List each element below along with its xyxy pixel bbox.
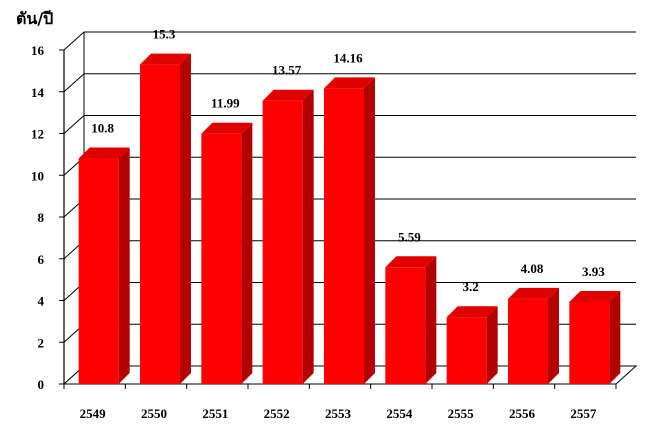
bar-top <box>385 256 437 268</box>
bar <box>324 77 375 384</box>
bar-side <box>425 256 437 384</box>
bar-top <box>78 147 130 159</box>
bar-side <box>118 147 130 384</box>
gridline-side <box>63 73 85 93</box>
bar-layer <box>78 53 621 385</box>
y-tick-label: 12 <box>31 127 44 142</box>
x-tick-label: 2551 <box>202 406 228 421</box>
gridline-side <box>63 115 85 134</box>
bar <box>569 290 621 384</box>
bar-side <box>486 306 498 384</box>
bar <box>385 256 437 384</box>
x-tick-label: 2550 <box>141 406 167 421</box>
y-tick-label: 6 <box>38 252 45 267</box>
label-layer: 0 2 4 6 8 10 12 14 16 10.8 2549 15.3 2550 11.99 2551 13… <box>31 27 605 421</box>
bar-top <box>140 53 191 65</box>
bar <box>78 147 130 384</box>
bar-top <box>508 287 559 299</box>
bar <box>262 89 314 384</box>
y-tick-label: 8 <box>38 210 45 225</box>
bar-front <box>324 88 364 384</box>
bar-side <box>364 77 375 384</box>
data-label: 3.2 <box>463 279 479 294</box>
bar-side <box>302 89 314 384</box>
data-label: 4.08 <box>521 261 544 276</box>
data-label: 5.59 <box>398 229 421 244</box>
bar-front <box>569 301 610 384</box>
bar <box>446 306 498 384</box>
bar-top <box>446 306 498 318</box>
bar <box>140 53 191 385</box>
data-label: 3.93 <box>582 264 605 279</box>
data-label: 10.8 <box>91 121 114 136</box>
bar-front <box>201 133 242 384</box>
x-tick-label: 2553 <box>325 406 352 421</box>
x-tick-label: 2554 <box>386 406 413 421</box>
y-tick-label: 14 <box>31 85 45 100</box>
x-tick-label: 2549 <box>80 406 107 421</box>
bar-front <box>140 64 180 385</box>
bar-front <box>508 298 548 384</box>
bar-top <box>569 290 621 302</box>
y-tick-label: 16 <box>31 43 45 58</box>
data-label: 13.57 <box>272 63 302 78</box>
bar <box>201 122 253 385</box>
x-tick-label: 2557 <box>570 406 597 421</box>
x-tick-label: 2555 <box>448 406 475 421</box>
bar-front <box>446 317 487 384</box>
y-tick-label: 2 <box>38 335 45 350</box>
bar-top <box>262 89 314 101</box>
bar-front <box>78 158 119 384</box>
bar-side <box>180 53 191 385</box>
data-label: 15.3 <box>153 27 176 42</box>
bar-side <box>548 287 559 384</box>
bar-front <box>262 100 303 384</box>
bar-top <box>324 77 375 89</box>
y-tick-label: 4 <box>38 294 45 309</box>
x-tick-label: 2552 <box>264 406 290 421</box>
x-tick-label: 2556 <box>509 406 536 421</box>
bar <box>508 287 559 384</box>
y-axis-label: ตัน/ปี <box>16 9 53 28</box>
y-tick-label: 10 <box>31 168 44 183</box>
y-tick-label: 0 <box>38 377 45 392</box>
bar-top <box>201 122 253 134</box>
bar-front <box>385 267 426 384</box>
data-label: 14.16 <box>333 50 363 65</box>
bar-side <box>609 290 621 384</box>
gridline-side <box>63 31 85 51</box>
bar-side <box>241 122 253 385</box>
data-label: 11.99 <box>211 96 240 111</box>
